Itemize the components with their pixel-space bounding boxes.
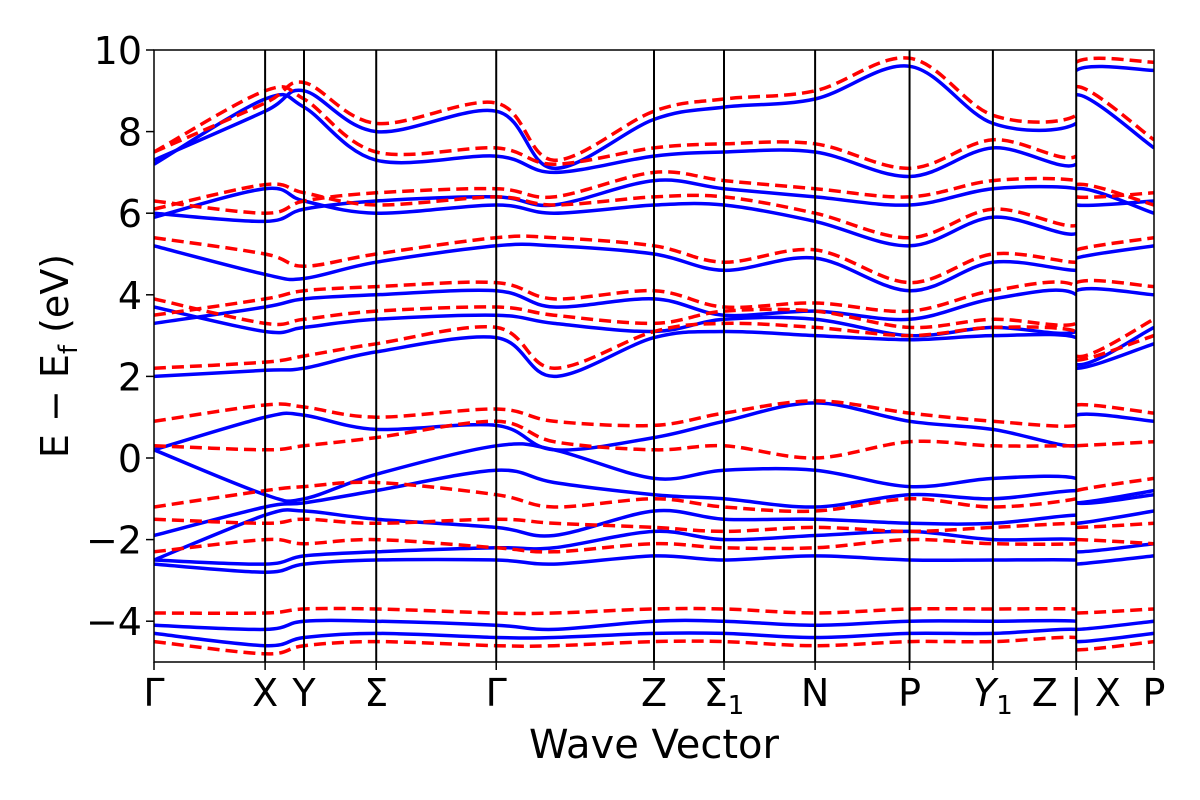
band-dashed-4	[154, 182, 1154, 240]
x-tick-label-5: Z	[641, 671, 667, 715]
x-tick-label-6: Σ1	[704, 671, 745, 721]
band-dashed-1	[154, 280, 1154, 359]
band-solid-13	[154, 554, 1154, 574]
x-tick-label-10: Z | X	[1032, 671, 1121, 716]
x-tick-label-text-4: Γ	[486, 671, 507, 715]
y-tick-label-2: 6	[118, 192, 142, 236]
band-solid-14	[154, 618, 1154, 632]
band-solid-10	[154, 468, 1154, 538]
x-tick-label-0: Γ	[143, 671, 164, 715]
x-tick-label-7: N	[801, 671, 829, 715]
x-tick-label-text-1: X	[252, 671, 278, 715]
x-tick-label-text-11: P	[1143, 671, 1166, 715]
x-tick-label-text-3: Σ	[364, 671, 388, 715]
band-dashed-10	[154, 476, 1154, 514]
x-tick-label-text-5: Z	[641, 671, 667, 715]
y-tick-label-7: −4	[86, 600, 142, 644]
x-tick-label-text-6: Σ	[704, 671, 728, 715]
band-dashed-3	[154, 234, 1154, 285]
band-solid-3	[154, 242, 1154, 293]
x-tick-label-2: Y	[291, 671, 316, 715]
x-tick-label-text-10: Z | X	[1032, 671, 1121, 716]
band-dashed-13	[154, 606, 1154, 616]
y-tick-label-5: 0	[118, 437, 142, 481]
x-tick-label-3: Σ	[364, 671, 388, 715]
y-tick-label-0: 10	[94, 29, 142, 73]
bands-layer	[154, 56, 1154, 656]
kpoint-lines-layer	[264, 50, 1078, 662]
x-tick-label-1: X	[252, 671, 278, 715]
x-tick-label-text-8: P	[898, 671, 921, 715]
x-tick-label-4: Γ	[486, 671, 507, 715]
y-axis: 10 8 6 4 2 0 −2 −4	[86, 29, 154, 644]
x-tick-label-text-2: Y	[291, 671, 316, 715]
y-axis-label-subscript: f	[54, 344, 84, 354]
band-dashed-14	[154, 635, 1154, 656]
band-solid-5	[154, 178, 1154, 224]
band-solid-11	[154, 508, 1154, 562]
y-tick-label-3: 4	[118, 274, 142, 318]
band-dashed-9	[154, 419, 1154, 460]
x-tick-label-9: Y1	[973, 671, 1013, 721]
y-tick-label-1: 8	[118, 111, 142, 155]
band-dashed-8	[154, 399, 1154, 428]
band-dashed-2	[154, 278, 1154, 330]
y-axis-label-unit: (eV)	[33, 254, 77, 345]
y-tick-label-6: −2	[86, 519, 142, 563]
y-axis-label-main: E − E	[33, 354, 77, 458]
band-solid-8	[154, 401, 1154, 452]
band-dashed-7	[154, 56, 1154, 162]
x-tick-label-subscript-9: 1	[996, 691, 1013, 721]
x-tick-label-text-0: Γ	[143, 671, 164, 715]
x-tick-label-text-9: Y	[973, 671, 999, 715]
x-tick-label-subscript-6: 1	[728, 691, 745, 721]
band-dashed-5	[154, 170, 1154, 215]
x-tick-label-text-7: N	[801, 671, 829, 715]
band-solid-7	[154, 64, 1154, 171]
band-solid-15	[154, 627, 1154, 648]
x-axis-label: Wave Vector	[529, 722, 780, 768]
y-tick-label-4: 2	[118, 355, 142, 399]
band-dashed-11	[154, 517, 1154, 534]
x-tick-label-11: P	[1143, 671, 1166, 715]
band-dashed-12	[154, 537, 1154, 554]
band-dashed-6	[154, 84, 1154, 171]
y-axis-label: E − Ef (eV)	[33, 254, 84, 458]
band-solid-6	[154, 92, 1154, 179]
x-tick-label-8: P	[898, 671, 921, 715]
